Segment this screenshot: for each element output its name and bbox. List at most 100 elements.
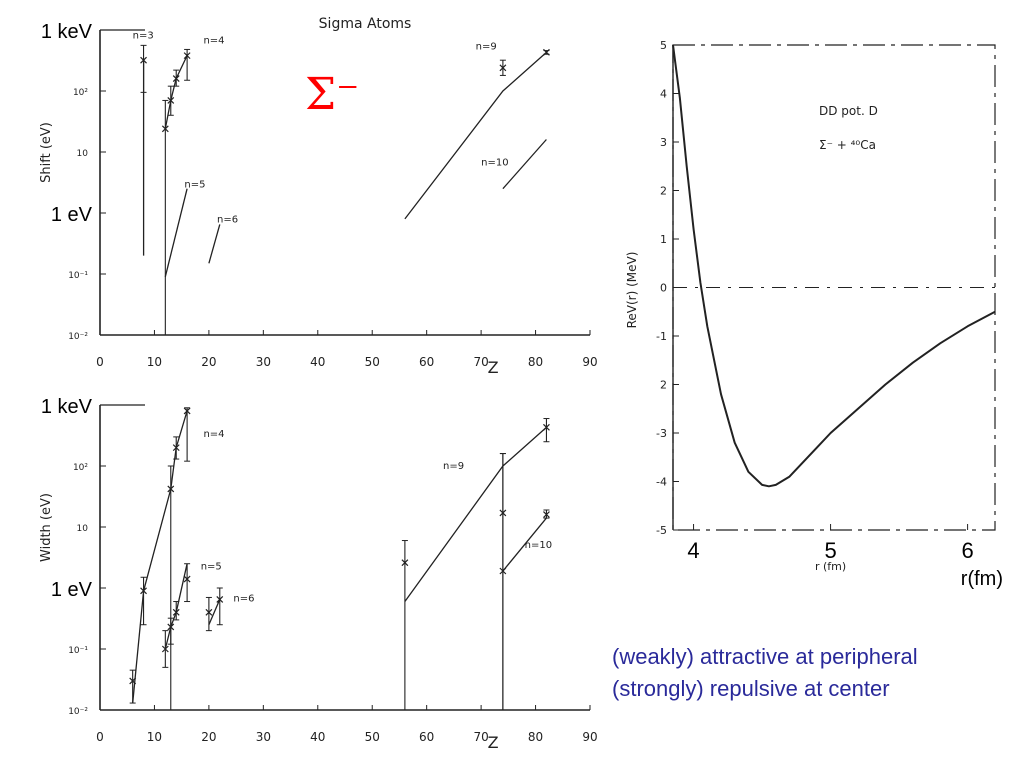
series-line [142,410,188,591]
y-tick-label: 10² [73,88,88,98]
data-point [167,485,175,493]
series-line [164,55,188,129]
x-tick-label: 70 [473,355,488,369]
y-axis-label: Width (eV) [39,493,54,562]
x-tick-label: 80 [528,730,543,744]
series-line [208,599,221,625]
x-axis-label: r (fm) [815,560,846,573]
series-label: n=10 [525,540,552,551]
series-label: n=6 [217,214,238,225]
y-tick-label: 4 [660,88,667,101]
y-tick-label-energy: 1 eV [51,579,93,601]
series-label: n=3 [133,31,154,42]
y-tick-label: -3 [656,427,667,440]
x-tick-label: 40 [310,355,325,369]
y-tick-label: 2 [660,379,667,392]
legend-entry: DD pot. D [819,104,878,118]
potential-chart: -5 -4 -3 2 -1 0 1 2 3 4 5 ReV(r) (MeV) 4 5 6 r (fm) r(fm… [625,39,1003,590]
data-point [129,677,137,685]
y-tick-label-energy: 1 keV [41,21,93,43]
data-point [543,423,550,431]
note-peripheral: (weakly) attractive at peripheral [612,644,918,669]
x-tick-label: 60 [419,730,434,744]
x-tick-label: 80 [528,355,543,369]
series-line [132,590,145,704]
y-tick-label: 10 [77,524,89,534]
data-point [140,56,147,64]
series-label: n=10 [481,158,508,169]
y-tick-label: 2 [660,185,667,198]
y-tick-label: 10⁻¹ [68,646,88,656]
series-label: n=9 [476,41,497,52]
data-point [172,608,180,616]
data-point [216,595,224,603]
chart-title: Sigma Atoms [319,16,412,32]
series-line [404,51,547,220]
data-point [499,567,507,575]
potential-curve [672,44,996,488]
data-point [205,608,213,616]
y-tick-label-energy: 1 keV [41,396,93,418]
data-point [183,407,191,415]
width-chart: 0 10 20 30 40 50 60 80 90 Z70 10⁻² 10⁻¹ 1 eV 10 10² 1 k… [39,396,598,752]
y-tick-label: 1 [660,233,667,246]
x-tick-label: 10 [147,730,162,744]
x-tick-label: 90 [582,730,597,744]
data-point [183,52,191,60]
y-tick-label: 10⁻² [68,332,88,342]
y-tick-label: 10⁻¹ [68,271,88,281]
y-tick-label: -4 [656,476,667,489]
series-label: n=6 [233,594,254,605]
data-point [499,64,507,72]
data-point [183,575,191,583]
legend-entry: Σ⁻ + ⁴⁰Ca [819,138,876,152]
x-tick-label: 20 [201,730,216,744]
x-tick-label: 4 [687,538,699,563]
x-tick-label: 5 [824,538,836,563]
y-axis-label: ReV(r) (MeV) [625,252,639,329]
series-label: n=5 [201,562,222,573]
x-tick-label: 40 [310,730,325,744]
y-tick-label: 5 [660,39,667,52]
y-tick-label: -5 [656,524,667,537]
data-point [401,559,409,567]
y-tick-label-energy: 1 eV [51,204,93,226]
y-tick-label: 10² [73,463,88,473]
note-center: (strongly) repulsive at center [612,676,890,701]
data-point [172,444,180,452]
y-tick-label: 10 [77,149,89,159]
series-line [404,426,547,602]
data-point [543,511,550,518]
x-tick-label: 30 [256,730,271,744]
x-tick-label: 6 [961,538,973,563]
x-unit-label: r(fm) [961,568,1003,590]
x-tick-label: 90 [582,355,597,369]
series-label: n=5 [184,180,205,191]
sigma-minus-symbol: Σ⁻ [305,69,360,120]
series-label: n=9 [443,461,464,472]
data-point [167,97,175,104]
series-label: n=4 [203,36,224,47]
x-tick-label: 0 [96,355,104,369]
x-tick-label: 50 [365,355,380,369]
series-line [164,188,188,277]
x-tick-label: 0 [96,730,104,744]
y-tick-label: 0 [660,282,667,295]
x-axis-label: Z [488,733,499,752]
data-point [140,587,147,595]
x-tick-label: 60 [419,355,434,369]
series-line [208,224,221,264]
y-axis-label: Shift (eV) [39,122,54,183]
x-tick-label: 70 [473,730,488,744]
y-tick-label: -1 [656,330,667,343]
series-line [502,139,547,190]
data-point [172,75,180,82]
series-label: n=4 [203,429,224,440]
data-point [161,645,169,653]
y-tick-label: 10⁻² [68,707,88,717]
series-line [502,517,547,572]
data-point [161,125,169,133]
x-tick-label: 20 [201,355,216,369]
data-point [543,48,550,56]
